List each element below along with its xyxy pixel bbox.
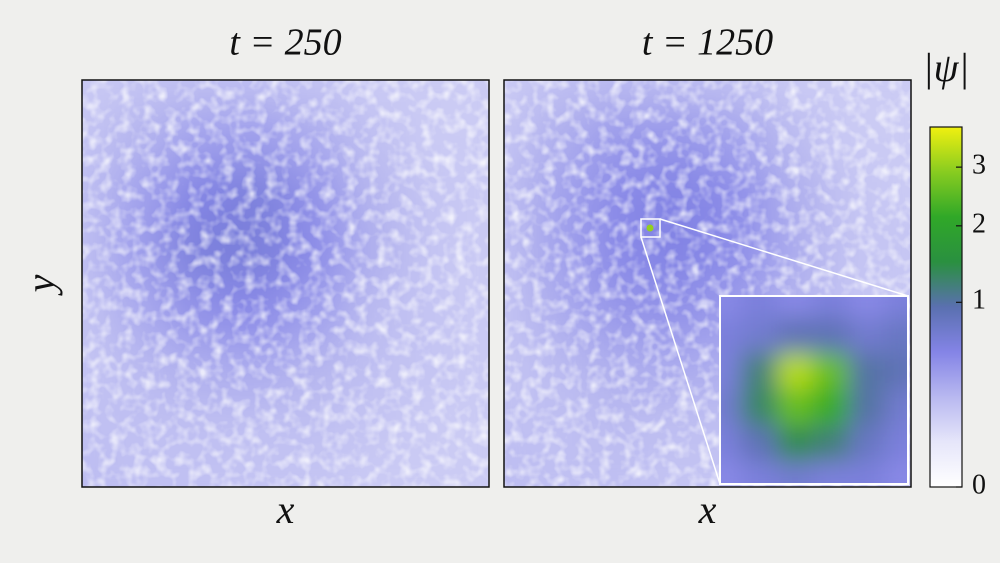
zoom-line (640, 236, 721, 485)
heatmap-cell (777, 353, 815, 391)
x-axis-label: x (698, 487, 717, 532)
zoom-box (640, 218, 661, 238)
colorbar-tick-label: 2 (972, 208, 986, 239)
heatmap-cell (885, 389, 908, 427)
heatmap-cell (720, 425, 743, 463)
heatmap-cell (777, 425, 815, 463)
panel-title: t = 1250 (642, 22, 773, 64)
heatmap-cell (741, 425, 779, 463)
colorbar-tick-label: 3 (972, 150, 986, 181)
heatmap-cell (849, 317, 887, 355)
panel-title: t = 250 (229, 22, 341, 64)
y-axis-label: y (18, 274, 63, 296)
heatmap-cell (885, 317, 908, 355)
colorbar-tick-label: 0 (972, 469, 986, 500)
heatmap-cell (885, 461, 908, 484)
heatmap-cell (813, 461, 851, 484)
heatmap-cell (777, 296, 815, 319)
heatmap-cell (741, 389, 779, 427)
heatmap-cell (885, 296, 908, 319)
heatmap-cell (849, 461, 887, 484)
colorbar-tick-label: 1 (972, 285, 986, 316)
heatmap-cell (720, 317, 743, 355)
heatmap-cell (849, 353, 887, 391)
peak-spot (646, 224, 654, 232)
inset-frame (719, 295, 909, 485)
x-axis-label: x (276, 487, 295, 532)
heatmap-cell (849, 425, 887, 463)
heatmap-cell (720, 389, 743, 427)
heatmap-cell (813, 317, 851, 355)
heatmap-cell (741, 461, 779, 484)
heatmap-cell (741, 296, 779, 319)
texture (82, 80, 489, 487)
panel (82, 80, 489, 487)
heatmap-cell (777, 317, 815, 355)
heatmap-cell (720, 296, 743, 319)
heatmap-cell (849, 296, 887, 319)
panel (504, 80, 911, 487)
heatmap-cell (849, 389, 887, 427)
colorbar (929, 126, 963, 488)
inset (720, 296, 908, 484)
heatmap-cell (777, 461, 815, 484)
heatmap-cell (777, 389, 815, 427)
panel-frame (81, 79, 490, 488)
zoom-line (659, 218, 909, 297)
heatmap-cell (813, 296, 851, 319)
panel-frame (503, 79, 912, 488)
heatmap-cell (813, 389, 851, 427)
heatmap-cell (885, 425, 908, 463)
heatmap-cell (813, 425, 851, 463)
heatmap-cell (813, 353, 851, 391)
heatmap-cell (885, 353, 908, 391)
heatmap-cell (741, 317, 779, 355)
heatmap-cells (720, 296, 908, 484)
heatmap-cell (720, 353, 743, 391)
heatmap-cell (741, 353, 779, 391)
heatmap-cell (720, 461, 743, 484)
colorbar-label: |ψ| (923, 45, 970, 90)
